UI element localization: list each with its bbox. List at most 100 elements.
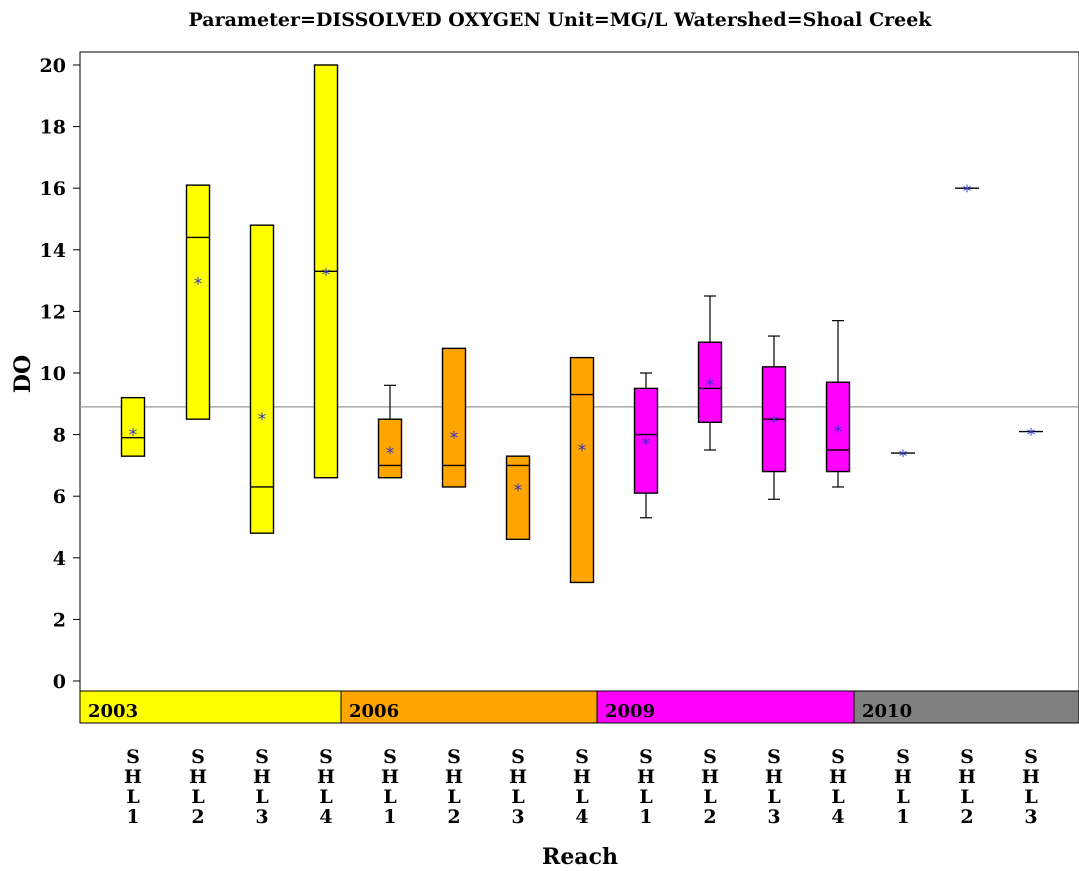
- y-tick-label: 12: [40, 301, 66, 323]
- mean-marker: *: [834, 422, 843, 442]
- x-tick-label-char: S: [447, 746, 461, 768]
- x-tick-label-char: L: [383, 786, 396, 808]
- mean-marker: *: [578, 441, 587, 461]
- x-tick-label-char: H: [829, 766, 847, 788]
- x-tick-label-char: L: [126, 786, 139, 808]
- x-tick-label-char: 1: [383, 806, 396, 828]
- x-tick-label-char: H: [573, 766, 591, 788]
- x-tick-label-char: L: [703, 786, 716, 808]
- x-tick-label-char: S: [767, 746, 781, 768]
- x-tick-label-char: H: [381, 766, 399, 788]
- x-tick-label-char: S: [511, 746, 525, 768]
- x-tick-label-char: H: [637, 766, 655, 788]
- y-tick-label: 2: [53, 609, 66, 631]
- x-tick-label-char: H: [124, 766, 142, 788]
- x-tick-label-char: H: [317, 766, 335, 788]
- x-tick-label-char: S: [319, 746, 333, 768]
- x-tick-label-char: 1: [896, 806, 909, 828]
- mean-marker: *: [450, 429, 459, 449]
- x-tick-label-char: L: [831, 786, 844, 808]
- y-tick-label: 20: [40, 55, 66, 77]
- x-tick-label-char: S: [383, 746, 397, 768]
- x-tick-label-char: H: [445, 766, 463, 788]
- x-tick-label-char: H: [253, 766, 271, 788]
- group-band-2010: [853, 690, 1079, 724]
- x-tick-label-char: S: [831, 746, 845, 768]
- x-tick-label-char: 2: [447, 806, 460, 828]
- x-tick-label-char: S: [703, 746, 717, 768]
- mean-marker: *: [706, 376, 715, 396]
- x-tick-label-char: H: [765, 766, 783, 788]
- x-tick-label-char: L: [896, 786, 909, 808]
- x-tick-label-char: 3: [255, 806, 268, 828]
- x-tick-label-char: S: [191, 746, 205, 768]
- x-tick-label-char: H: [958, 766, 976, 788]
- x-tick-label-char: 1: [126, 806, 139, 828]
- box-iqr: [185, 184, 211, 420]
- y-tick-label: 4: [53, 548, 66, 570]
- mean-marker: *: [322, 265, 331, 285]
- y-tick-label: 16: [40, 178, 66, 200]
- x-tick-label-char: L: [191, 786, 204, 808]
- mean-marker: *: [642, 435, 651, 455]
- mean-marker: *: [386, 444, 395, 464]
- box-iqr: [569, 356, 595, 584]
- box-iqr: [441, 347, 467, 488]
- group-band-label: 2006: [349, 701, 399, 722]
- group-band-2009: [596, 690, 855, 724]
- x-tick-label-char: 4: [575, 806, 588, 828]
- x-tick-label-char: H: [189, 766, 207, 788]
- x-tick-label-char: 2: [960, 806, 973, 828]
- x-tick-label-char: S: [896, 746, 910, 768]
- x-axis-title: Reach: [542, 844, 618, 870]
- mean-marker: *: [194, 275, 203, 295]
- y-axis-title: DO: [10, 355, 36, 393]
- x-tick-label-char: 3: [767, 806, 780, 828]
- x-tick-label-char: 2: [703, 806, 716, 828]
- x-tick-label-char: L: [511, 786, 524, 808]
- group-band-label: 2009: [605, 701, 655, 722]
- x-tick-label-char: 4: [319, 806, 332, 828]
- x-tick-label-char: L: [767, 786, 780, 808]
- box-iqr: [249, 224, 275, 534]
- group-band-label: 2003: [88, 701, 138, 722]
- x-tick-label-char: 4: [831, 806, 844, 828]
- box-iqr: [505, 455, 531, 541]
- x-tick-label-char: L: [639, 786, 652, 808]
- mean-marker: *: [963, 182, 972, 202]
- x-tick-label-char: S: [639, 746, 653, 768]
- x-tick-label-char: 3: [511, 806, 524, 828]
- x-tick-label-char: H: [1022, 766, 1040, 788]
- x-tick-label-char: S: [960, 746, 974, 768]
- box-iqr: [120, 396, 146, 457]
- y-tick-label: 10: [40, 363, 66, 385]
- x-tick-label-char: S: [126, 746, 140, 768]
- x-tick-label-char: L: [447, 786, 460, 808]
- x-tick-label-char: S: [575, 746, 589, 768]
- x-tick-label-char: S: [255, 746, 269, 768]
- y-tick-label: 14: [40, 240, 66, 262]
- x-tick-label-char: H: [894, 766, 912, 788]
- group-band-2006: [340, 690, 598, 724]
- y-tick-label: 18: [40, 117, 66, 139]
- x-tick-label-char: 2: [191, 806, 204, 828]
- x-tick-label-char: L: [255, 786, 268, 808]
- x-tick-label-char: 3: [1024, 806, 1037, 828]
- x-tick-label-char: L: [1024, 786, 1037, 808]
- x-tick-label-char: H: [701, 766, 719, 788]
